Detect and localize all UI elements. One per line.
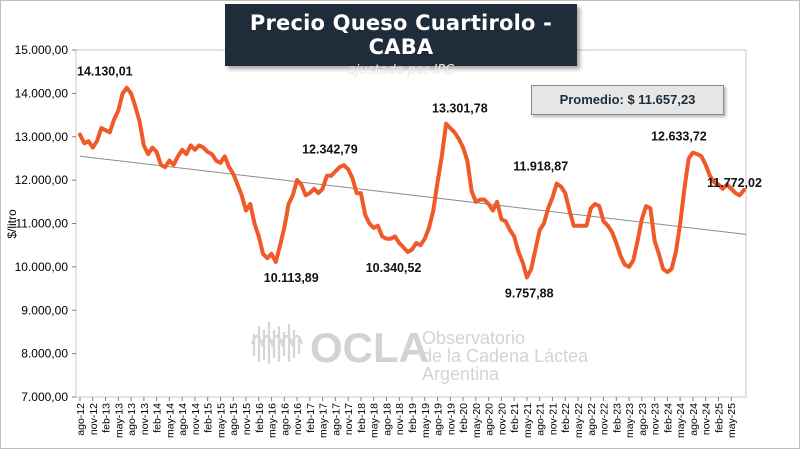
x-tick-label: nov-16 [292, 403, 304, 435]
x-tick-label: may-19 [420, 403, 432, 438]
y-tick-label: 14.000,00 [15, 86, 69, 100]
x-tick-label: ago-14 [177, 403, 189, 436]
x-tick-label: may-16 [267, 403, 279, 438]
x-tick-label: feb-22 [560, 403, 572, 433]
x-tick-label: feb-25 [713, 403, 725, 433]
x-tick-label: ago-16 [279, 403, 291, 436]
y-tick-label: 15.000,00 [15, 43, 69, 57]
y-tick-label: 11.000,00 [16, 217, 69, 231]
data-label: 11.918,87 [513, 160, 568, 174]
x-tick-label: nov-20 [496, 403, 508, 435]
data-label: 13.301,78 [432, 102, 488, 116]
x-tick-label: feb-15 [203, 403, 215, 433]
x-tick-label: ago-19 [433, 403, 445, 436]
x-axis: ago-12 nov-12 feb-13 may-13 ago-13 nov-13 feb-… [75, 397, 738, 438]
trendline [79, 155, 747, 235]
x-tick-label: may-23 [624, 403, 636, 438]
y-tick-label: 10.000,00 [15, 260, 69, 274]
x-tick-label: may-20 [471, 403, 483, 438]
y-tick-label: 7.000,00 [21, 390, 68, 404]
x-tick-label: feb-23 [611, 403, 623, 433]
x-tick-label: feb-20 [458, 403, 470, 433]
x-tick-label: feb-16 [254, 403, 266, 433]
x-tick-label: nov-17 [343, 403, 355, 435]
y-tick-label: 9.000,00 [21, 303, 68, 317]
data-label: 14.130,01 [77, 65, 133, 79]
x-tick-label: nov-12 [88, 403, 100, 435]
price-series-line [78, 85, 746, 280]
data-label: 10.113,89 [264, 271, 319, 285]
x-tick-label: ago-17 [330, 403, 342, 436]
x-tick-label: may-25 [726, 403, 738, 438]
x-tick-label: ago-13 [126, 403, 138, 436]
chart-subtitle: - ajustado por IPC - [338, 63, 464, 78]
x-tick-label: nov-14 [190, 403, 202, 435]
ocla-wave-icon [250, 322, 304, 364]
watermark-line3: Argentina [422, 364, 500, 384]
y-axis-label: $/litro [5, 209, 19, 239]
y-tick-label: 8.000,00 [21, 347, 68, 361]
x-tick-label: ago-12 [75, 403, 87, 436]
x-tick-label: nov-18 [394, 403, 406, 435]
ocla-watermark: OCLA Observatorio de la Cadena Láctea Ar… [250, 322, 589, 384]
y-axis: 7.000,00 8.000,00 9.000,00 10.000,00 11.000,… [15, 43, 76, 404]
data-label: 12.342,79 [302, 142, 358, 156]
x-tick-label: may-17 [318, 403, 330, 438]
chart-title: Precio Queso Cuartirolo - CABA [249, 11, 553, 59]
x-tick-label: nov-22 [599, 403, 611, 435]
x-tick-label: ago-22 [586, 403, 598, 436]
data-label: 9.757,88 [505, 286, 554, 300]
data-labels: 14.130,01 10.113,89 12.342,79 10.340,52 13.3… [77, 65, 762, 301]
data-label: 12.633,72 [651, 130, 707, 144]
title-box: Precio Queso Cuartirolo - CABA - ajustad… [225, 4, 577, 78]
x-tick-label: feb-21 [509, 403, 521, 433]
data-label: 10.340,52 [366, 261, 422, 275]
watermark-logo: OCLA [310, 324, 429, 371]
x-tick-label: feb-19 [407, 403, 419, 433]
watermark-line1: Observatorio [422, 328, 525, 348]
x-tick-label: nov-23 [650, 403, 662, 435]
x-tick-label: may-14 [164, 403, 176, 438]
x-tick-label: ago-18 [381, 403, 393, 436]
x-tick-label: may-18 [369, 403, 381, 438]
average-badge: Promedio: $ 11.657,23 [531, 85, 724, 115]
x-tick-label: may-22 [573, 403, 585, 438]
x-tick-label: nov-15 [241, 403, 253, 435]
x-tick-label: feb-24 [662, 403, 674, 433]
x-tick-label: nov-19 [445, 403, 457, 435]
x-tick-label: feb-18 [356, 403, 368, 433]
x-tick-label: nov-21 [547, 403, 559, 435]
x-tick-label: nov-13 [139, 403, 151, 435]
x-tick-label: may-24 [675, 403, 687, 438]
y-tick-label: 13.000,00 [15, 130, 69, 144]
x-tick-label: feb-17 [305, 403, 317, 433]
watermark-line2: de la Cadena Láctea [422, 346, 589, 366]
x-tick-label: nov-24 [701, 403, 713, 435]
data-label: 11.772,02 [707, 176, 762, 190]
x-tick-label: may-15 [215, 403, 227, 438]
y-tick-label: 12.000,00 [15, 173, 69, 187]
x-tick-label: ago-23 [637, 403, 649, 436]
x-tick-label: ago-15 [228, 403, 240, 436]
x-tick-label: ago-21 [535, 403, 547, 436]
x-tick-label: feb-14 [152, 403, 164, 433]
x-tick-label: ago-24 [688, 403, 700, 436]
x-tick-label: may-21 [522, 403, 534, 438]
x-tick-label: may-13 [113, 403, 125, 438]
x-tick-label: ago-20 [484, 403, 496, 436]
x-tick-label: feb-13 [101, 403, 113, 433]
